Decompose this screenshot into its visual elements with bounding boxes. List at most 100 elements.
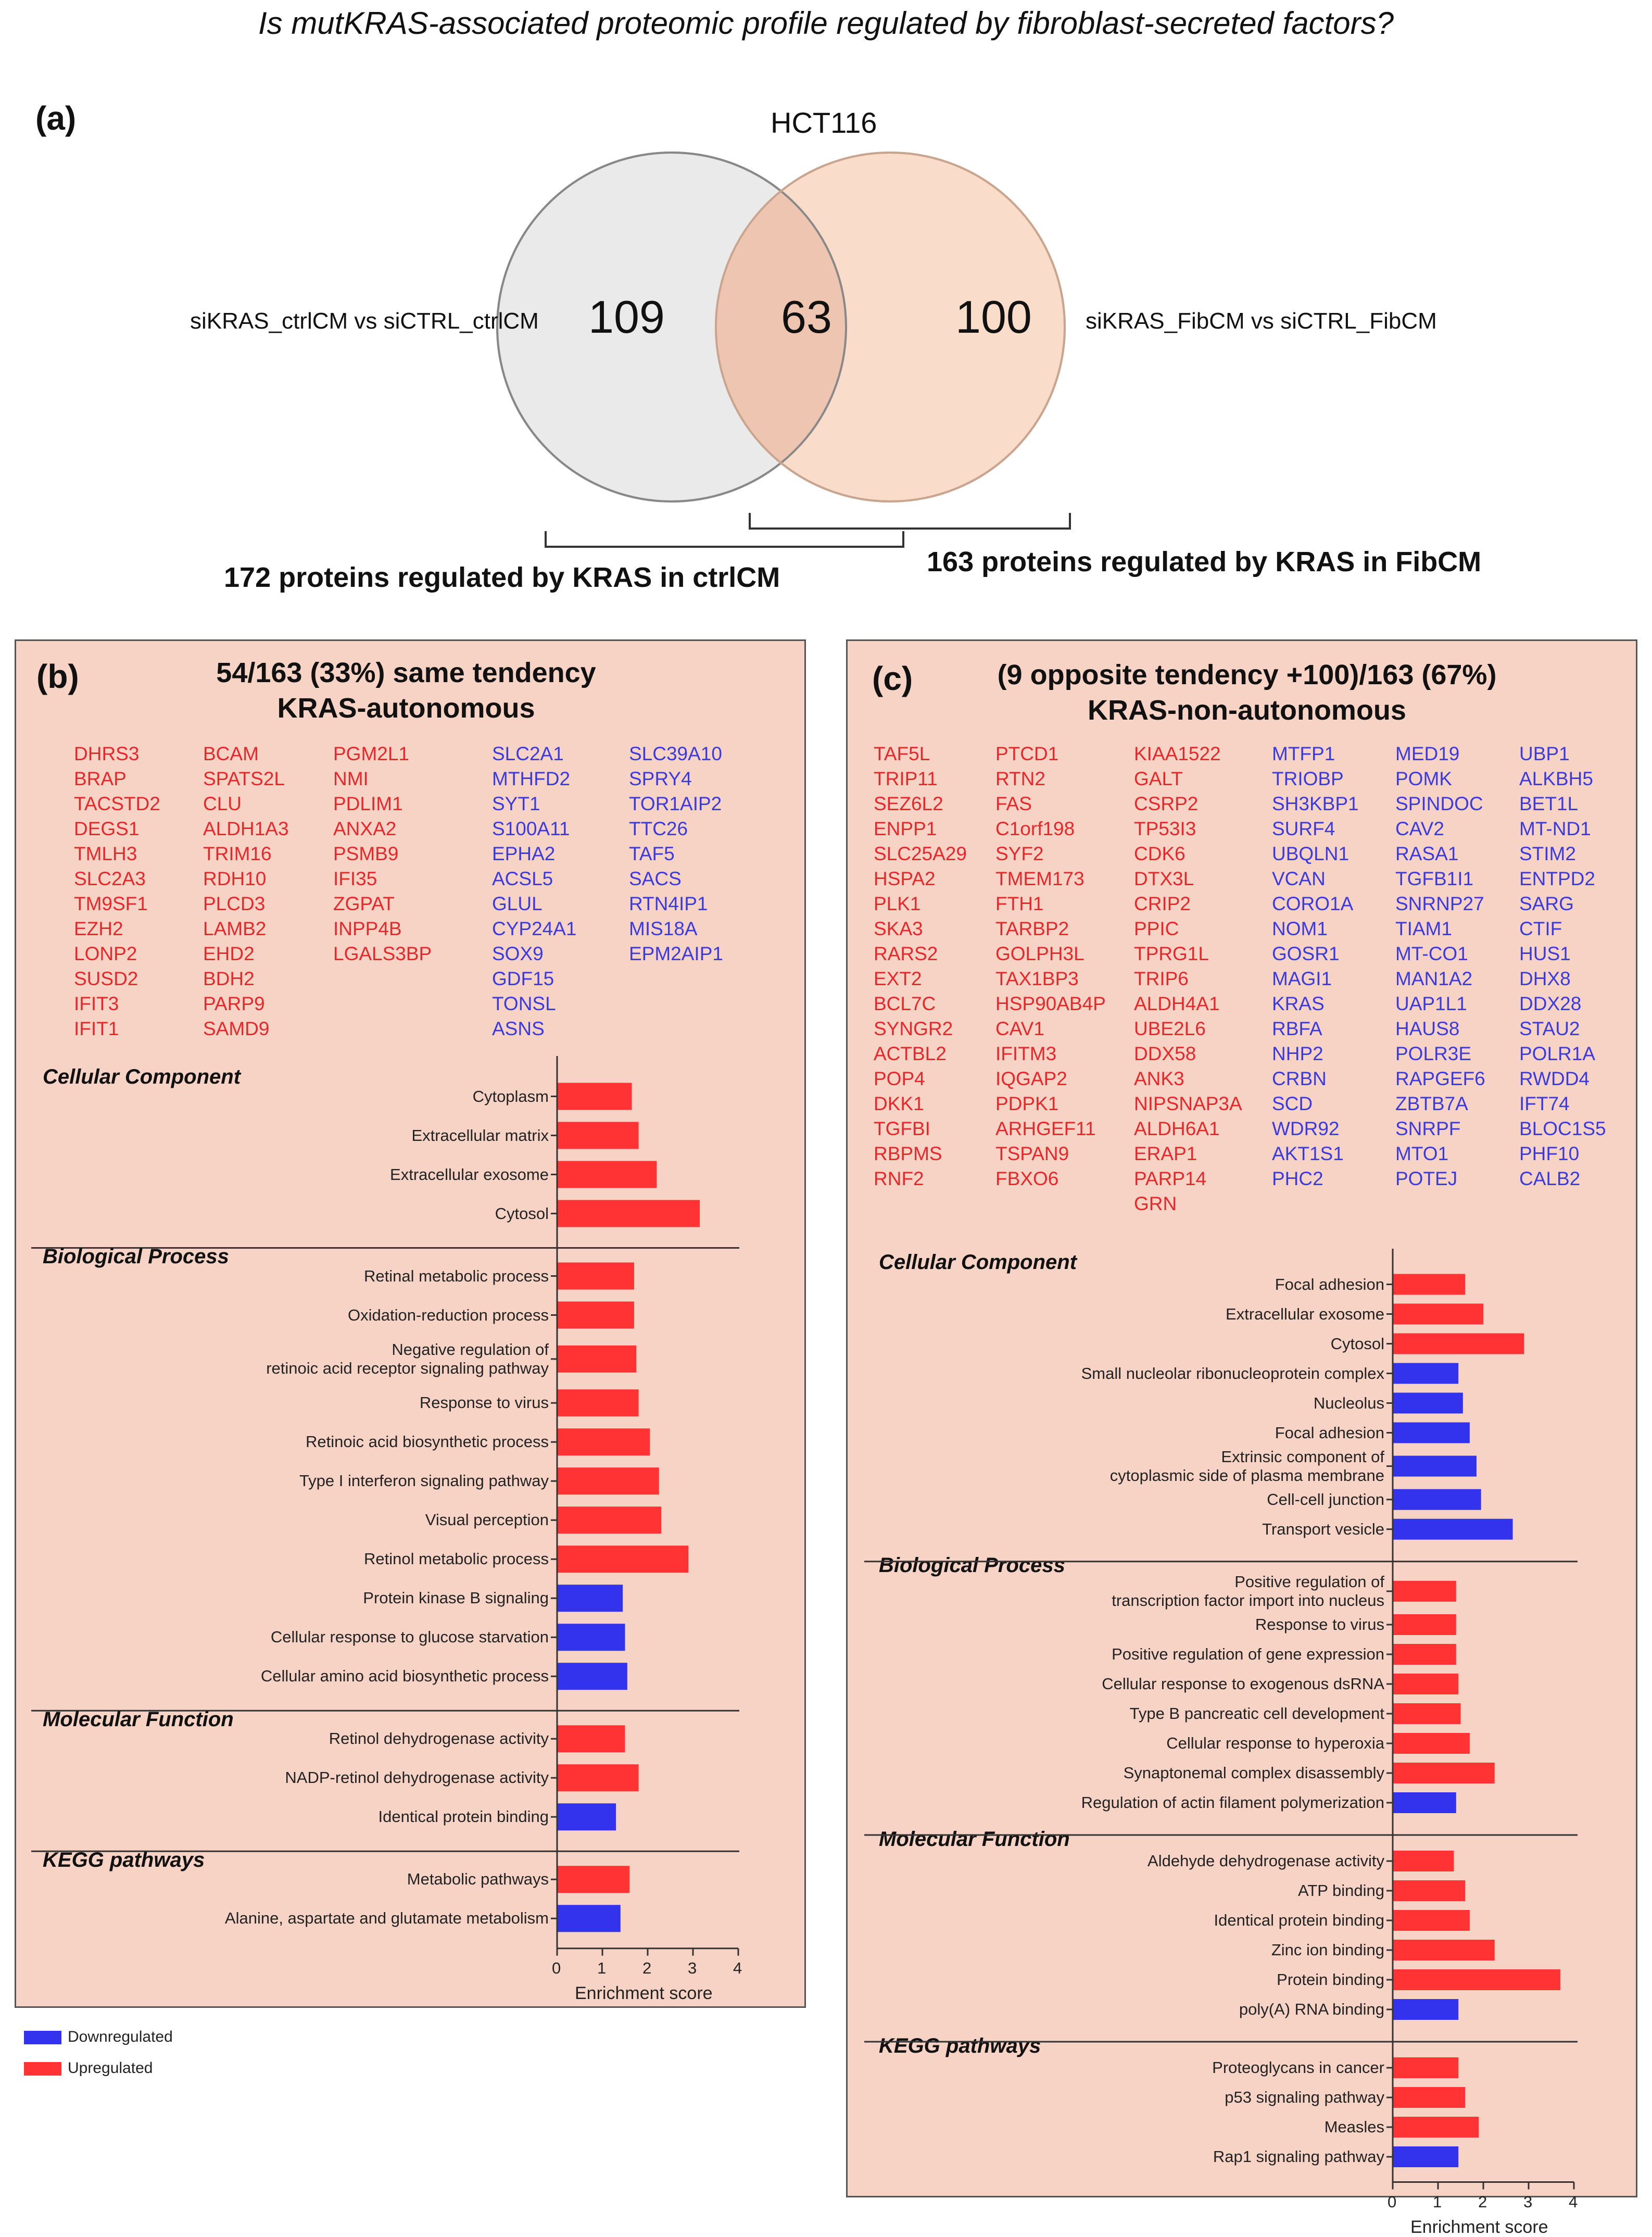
gene-name: SACS: [629, 868, 682, 889]
gene-name: SOX9: [492, 943, 544, 964]
right-bracket-label: 163 proteins regulated by KRAS in FibCM: [927, 546, 1482, 577]
gene-name: BCL7C: [874, 993, 936, 1014]
gene-name: RARS2: [874, 943, 938, 964]
term-label: Cellular response to glucose starvation: [270, 1628, 549, 1647]
term-label: Aldehyde dehydrogenase activity: [1147, 1852, 1384, 1870]
gene-name: FAS: [995, 793, 1032, 814]
term-label: Response to virus: [419, 1393, 549, 1412]
gene-name: UBQLN1: [1272, 843, 1350, 864]
gene-name: DDX28: [1519, 993, 1582, 1014]
gene-name: MT-CO1: [1395, 943, 1468, 964]
bar-up: [557, 1345, 637, 1373]
gene-name: TAF5L: [874, 743, 930, 764]
gene-name: SLC2A3: [74, 868, 146, 889]
gene-name: PLK1: [874, 893, 921, 914]
gene-name: KIAA1522: [1134, 743, 1221, 764]
gene-name: SYF2: [995, 843, 1044, 864]
bar-up: [1393, 1333, 1524, 1354]
gene-name: RTN2: [995, 768, 1045, 789]
gene-name: ARHGEF11: [995, 1118, 1096, 1139]
venn-overlap: [716, 153, 846, 501]
gene-name: TMEM173: [995, 868, 1084, 889]
gene-list-c-up-2: PTCD1 RTN2 FAS C1orf198 SYF2 TMEM173 FTH1 TARBP…: [995, 742, 1106, 1191]
gene-name: STIM2: [1519, 843, 1576, 864]
gene-name: IQGAP2: [995, 1068, 1067, 1089]
gene-name: TGFB1I1: [1395, 868, 1474, 889]
term-label: Cytosol: [495, 1204, 549, 1223]
gene-name: EPHA2: [492, 843, 556, 864]
category-header: Biological Process: [879, 1554, 1065, 1577]
term-label: Rap1 signaling pathway: [1213, 2147, 1384, 2166]
gene-name: PGM2L1: [333, 743, 410, 764]
term-label: Protein binding: [1277, 1970, 1384, 1989]
gene-name: PTCD1: [995, 743, 1059, 764]
gene-name: PARP14: [1134, 1168, 1207, 1189]
gene-list-b-up-1: DHRS3 BRAP TACSTD2 DEGS1 TMLH3 SLC2A3 TM9SF1 EZ…: [74, 742, 160, 1041]
gene-list-c-down-1: MTFP1 TRIOBP SH3KBP1 SURF4 UBQLN1 VCAN CORO1A N…: [1272, 742, 1359, 1191]
term-label: p53 signaling pathway: [1225, 2088, 1384, 2106]
gene-name: HUS1: [1519, 943, 1571, 964]
bar-up: [557, 1161, 657, 1188]
left-bracket-label: 172 proteins regulated by KRAS in ctrlCM: [224, 562, 780, 593]
gene-list-c-up-1: TAF5L TRIP11 SEZ6L2 ENPP1 SLC25A29 HSPA2 PLK1 S…: [874, 742, 967, 1191]
gene-name: ALKBH5: [1519, 768, 1593, 789]
bar-up: [557, 1545, 689, 1573]
gene-name: CSRP2: [1134, 793, 1199, 814]
panel-c: [846, 639, 1637, 2197]
venn-left-label: siKRAS_ctrlCM vs siCTRL_ctrlCM: [190, 308, 539, 334]
bar-up: [557, 1866, 630, 1893]
gene-name: RAPGEF6: [1395, 1068, 1485, 1089]
bar-up: [557, 1301, 634, 1329]
bar-up: [1393, 1674, 1459, 1694]
bar-up: [1393, 1703, 1461, 1724]
gene-name: ZBTB7A: [1395, 1093, 1468, 1114]
term-label: Cellular response to hyperoxia: [1166, 1734, 1384, 1752]
term-label: Type B pancreatic cell development: [1129, 1704, 1384, 1723]
gene-name: BDH2: [203, 968, 255, 989]
x-tick-label: 3: [1523, 2192, 1533, 2211]
gene-name: SNRNP27: [1395, 893, 1484, 914]
bar-up: [557, 1428, 650, 1456]
x-axis-label: Enrichment score: [575, 1983, 713, 2003]
gene-name: PDPK1: [995, 1093, 1059, 1114]
gene-name: FBXO6: [995, 1168, 1059, 1189]
gene-name: DHX8: [1519, 968, 1571, 989]
gene-name: UBP1: [1519, 743, 1570, 764]
gene-name: ACSL5: [492, 868, 553, 889]
category-header: KEGG pathways: [879, 2034, 1041, 2057]
bar-down: [557, 1663, 627, 1690]
bar-down: [1393, 1422, 1470, 1443]
x-tick-label: 4: [1569, 2192, 1578, 2211]
gene-name: MTO1: [1395, 1143, 1449, 1164]
gene-name: IFIT1: [74, 1018, 119, 1039]
term-label: Alanine, aspartate and glutamate metabol…: [224, 1909, 549, 1928]
x-tick-label: 1: [1433, 2192, 1442, 2211]
gene-name: CALB2: [1519, 1168, 1581, 1189]
bar-up: [557, 1200, 700, 1227]
gene-name: NOM1: [1272, 918, 1328, 939]
gene-name: UBE2L6: [1134, 1018, 1206, 1039]
gene-name: INPP4B: [333, 918, 402, 939]
gene-name: TACSTD2: [74, 793, 160, 814]
panel-b-title: 54/163 (33%) same tendency KRAS-autonomo…: [104, 655, 708, 726]
gene-name: CDK6: [1134, 843, 1186, 864]
panel-c-title-line2: KRAS-non-autonomous: [1088, 695, 1406, 726]
gene-name: CORO1A: [1272, 893, 1354, 914]
venn-right-label: siKRAS_FibCM vs siCTRL_FibCM: [1086, 308, 1437, 334]
bar-up: [1393, 1274, 1466, 1295]
gene-name: HSPA2: [874, 868, 936, 889]
gene-name: MTFP1: [1272, 743, 1335, 764]
x-tick-label: 2: [642, 1958, 652, 1977]
gene-name: EZH2: [74, 918, 123, 939]
bar-down: [1393, 1455, 1477, 1477]
gene-name: TP53I3: [1134, 818, 1196, 839]
gene-name: S100A11: [492, 818, 570, 839]
gene-name: BCAM: [203, 743, 259, 764]
gene-name: TRIM16: [203, 843, 272, 864]
gene-name: POMK: [1395, 768, 1452, 789]
term-label: Retinol dehydrogenase activity: [329, 1729, 549, 1748]
bar-up: [557, 1467, 659, 1495]
gene-list-b-up-3: PGM2L1 NMI PDLIM1 ANXA2 PSMB9 IFI35 ZGPAT INPP4…: [333, 742, 432, 966]
gene-list-c-up-3: KIAA1522 GALT CSRP2 TP53I3 CDK6 DTX3L CRIP2 PPI…: [1134, 742, 1242, 1216]
